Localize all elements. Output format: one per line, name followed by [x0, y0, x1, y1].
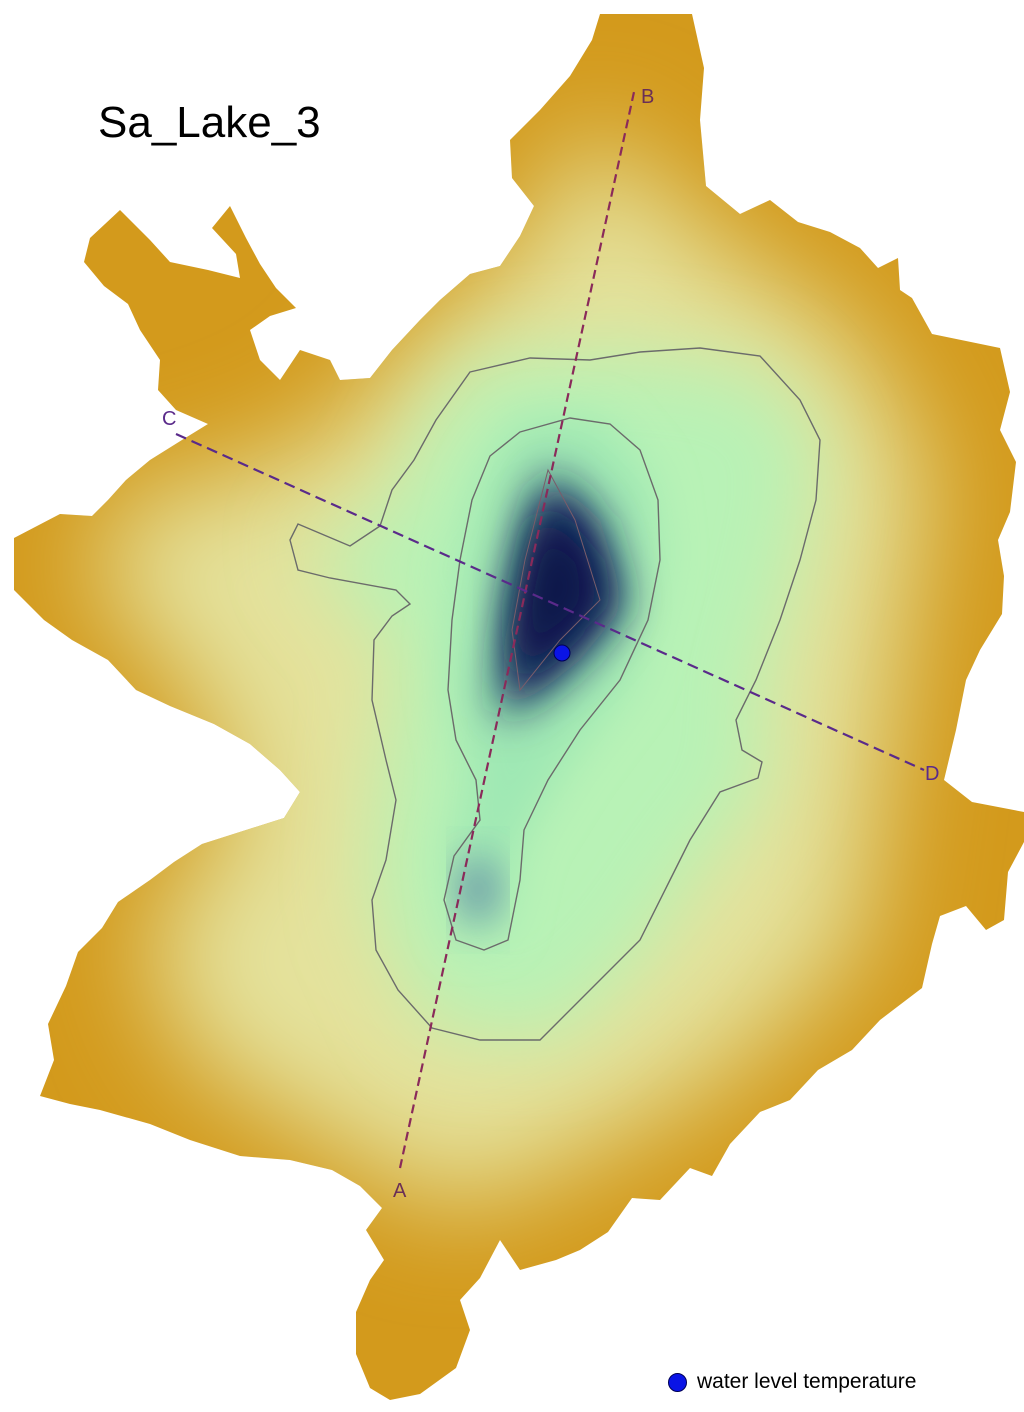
water-level-temperature-point[interactable]	[553, 644, 571, 662]
transect-label-a: A	[393, 1180, 407, 1202]
transect-c-d-line	[175, 432, 925, 772]
transect-a-b-line	[398, 91, 636, 1169]
transect-label-b: B	[641, 86, 654, 108]
depth-contour-outer	[289, 347, 821, 1041]
legend-label-water-level-temperature: water level temperature	[697, 1370, 917, 1393]
depth-contour-deepest	[511, 468, 601, 692]
transect-label-c: C	[162, 408, 176, 430]
depth-contour-inner	[443, 417, 661, 951]
blue-dot-icon	[668, 1372, 687, 1392]
bathymetry-layer	[90, 120, 930, 1210]
transect-label-d: D	[925, 763, 939, 785]
map-title: Sa_Lake_3	[98, 98, 321, 147]
map-legend: water level temperature	[668, 1370, 916, 1394]
